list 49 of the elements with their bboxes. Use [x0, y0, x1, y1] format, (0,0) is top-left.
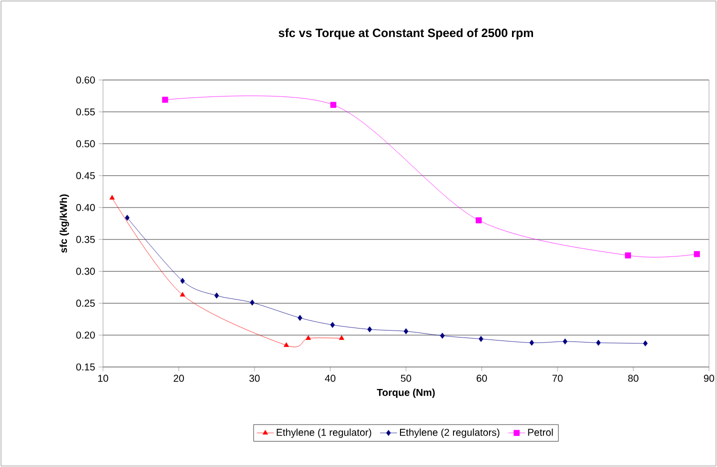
y-tick-label: 0.60 — [76, 76, 95, 84]
x-tick-label: 60 — [476, 374, 487, 382]
y-tick-label: 0.35 — [76, 236, 95, 243]
x-tick-label: 40 — [324, 374, 336, 382]
y-tick-label: 0.30 — [76, 268, 95, 275]
x-tick-label: 50 — [400, 374, 412, 382]
point — [338, 335, 344, 340]
x-tick-label: 30 — [249, 374, 260, 382]
x-tick-label: 90 — [704, 374, 714, 382]
legend-label: Petrol — [528, 428, 553, 436]
x-tick-label: 80 — [628, 374, 638, 382]
point — [440, 332, 445, 339]
x-tick-label: 10 — [98, 374, 108, 382]
point — [330, 102, 336, 108]
y-tick-label: 0.55 — [76, 108, 95, 116]
point — [643, 340, 648, 346]
point — [596, 340, 601, 346]
point — [180, 278, 185, 284]
point — [562, 338, 568, 344]
y-tick-label: 0.45 — [76, 172, 95, 180]
legend-label: Ethylene (2 regulators) — [400, 428, 500, 438]
point — [529, 340, 534, 346]
x-axis-title: Torque (Nm) — [376, 388, 435, 398]
y-tick-label: 0.15 — [76, 363, 95, 371]
point — [180, 292, 186, 297]
point — [404, 328, 408, 334]
point — [298, 314, 302, 321]
chart-title: sfc vs Torque at Constant Speed of 2500 rpm — [278, 28, 534, 40]
point — [624, 252, 631, 258]
point — [109, 194, 115, 200]
point — [330, 322, 335, 328]
point — [284, 342, 289, 347]
x-tick-label: 70 — [552, 374, 563, 382]
y-tick-label: 0.50 — [76, 140, 95, 148]
y-tick-label: 0.40 — [76, 204, 95, 212]
point — [124, 214, 130, 221]
legend-label: Ethylene (1 regulator) — [276, 428, 372, 438]
y-tick-label: 0.25 — [76, 300, 95, 307]
point — [478, 336, 484, 342]
y-tick-label: 0.20 — [76, 332, 95, 339]
point — [214, 292, 219, 299]
point — [694, 251, 700, 258]
point — [250, 300, 255, 306]
point — [476, 217, 482, 224]
x-tick-label: 20 — [174, 374, 184, 382]
y-axis-title: sfc (kg/kWh) — [60, 194, 70, 253]
point — [367, 326, 372, 332]
point — [162, 96, 168, 103]
point — [306, 335, 311, 340]
